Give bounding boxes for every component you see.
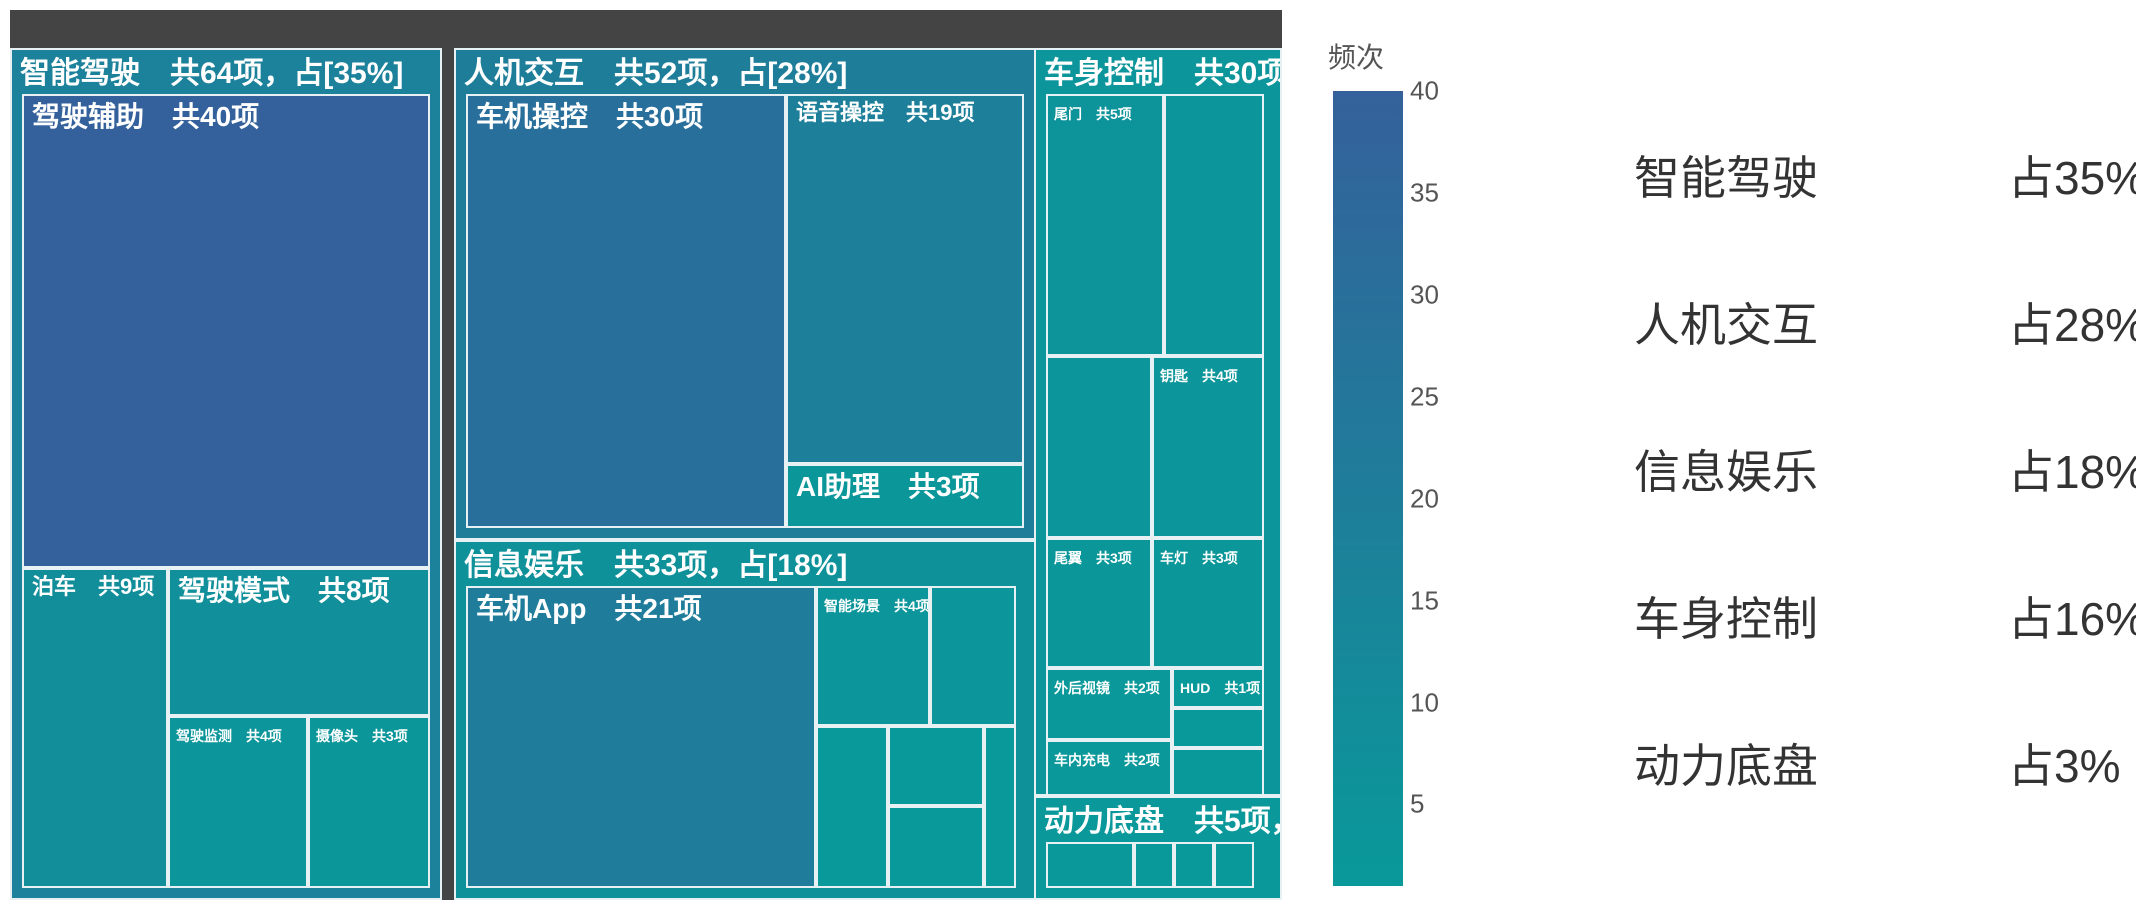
treemap-tile-label: 车身控制 共30项，占[16%] [1044, 56, 1282, 92]
treemap-leaf-tile: 尾翼 共3项 [1046, 538, 1152, 668]
treemap-leaf-tile [1134, 842, 1174, 888]
treemap-leaf-tile: 驾驶监测 共4项 [168, 716, 308, 888]
legend-category-name: 动力底盘 [1634, 730, 1818, 796]
colorbar-title: 频次 [1328, 36, 1384, 76]
colorbar-tick-label: 10 [1410, 687, 1439, 718]
legend-category-name: 人机交互 [1634, 289, 1818, 355]
treemap-leaf-tile [1046, 356, 1152, 538]
treemap-leaf-tile: 智能场景 共4项 [816, 586, 930, 726]
treemap-leaf-tile [1172, 748, 1264, 796]
treemap-leaf-tile: 摄像头 共3项 [308, 716, 430, 888]
treemap-leaf-tile [984, 726, 1016, 888]
treemap-leaf-tile: 车灯 共3项 [1152, 538, 1264, 668]
colorbar-tick-label: 35 [1410, 177, 1439, 208]
treemap-leaf-tile [1174, 842, 1214, 888]
legend-category-percent: 占16% [2008, 583, 2136, 649]
treemap-tile-label: HUD 共1项 [1180, 680, 1260, 697]
colorbar-tick-label: 30 [1410, 279, 1439, 310]
legend-category-percent: 占35% [2008, 142, 2136, 208]
treemap-leaf-tile: HUD 共1项 [1172, 668, 1264, 708]
treemap-leaf-tile [1164, 94, 1264, 356]
colorbar [1333, 91, 1403, 886]
treemap-leaf-tile: AI助理 共3项 [786, 464, 1024, 528]
treemap-tile-label: 钥匙 共4项 [1160, 368, 1238, 385]
treemap-leaf-tile [1046, 842, 1134, 888]
treemap-tile-label: 车内充电 共2项 [1054, 752, 1160, 769]
treemap-tile-label: 信息娱乐 共33项，占[18%] [464, 548, 847, 584]
treemap-leaf-tile: 泊车 共9项 [22, 568, 168, 888]
legend-category-percent: 占18% [2008, 436, 2136, 502]
treemap-tile-label: 外后视镜 共2项 [1054, 680, 1160, 697]
treemap-tile-label: AI助理 共3项 [796, 470, 980, 504]
treemap-tile-label: 摄像头 共3项 [316, 728, 408, 745]
treemap-tile-label: 智能场景 共4项 [824, 598, 930, 615]
treemap-tile-label: 尾门 共5项 [1054, 106, 1132, 123]
treemap-leaf-tile: 语音操控 共19项 [786, 94, 1024, 464]
legend-category-name: 智能驾驶 [1634, 142, 1818, 208]
treemap-leaf-tile: 车机操控 共30项 [466, 94, 786, 528]
legend-category-percent: 占3% [2008, 730, 2120, 796]
colorbar-tick-label: 25 [1410, 381, 1439, 412]
treemap-leaf-tile: 车机App 共21项 [466, 586, 816, 888]
treemap-tile-label: 车机App 共21项 [476, 592, 702, 626]
colorbar-tick-label: 15 [1410, 585, 1439, 616]
treemap-tile-label: 泊车 共9项 [32, 574, 154, 600]
colorbar-tick-label: 40 [1410, 76, 1439, 107]
treemap-leaf-tile [1214, 842, 1254, 888]
treemap-leaf-tile: 钥匙 共4项 [1152, 356, 1264, 538]
treemap-leaf-tile [888, 806, 984, 888]
treemap-tile-label: 驾驶辅助 共40项 [32, 100, 259, 134]
treemap-tile-label: 动力底盘 共5项，占[3%] [1044, 804, 1282, 840]
treemap-tile-label: 车机操控 共30项 [476, 100, 703, 134]
treemap-tile-label: 驾驶模式 共8项 [178, 574, 390, 608]
legend-category-name: 车身控制 [1634, 583, 1818, 649]
colorbar-tick-label: 20 [1410, 483, 1439, 514]
treemap-leaf-tile [816, 726, 888, 888]
treemap-leaf-tile [888, 726, 984, 806]
treemap: 智能驾驶 共64项，占[35%] 驾驶辅助 共40项泊车 共9项 驾驶模式 共8项驾… [10, 10, 1282, 900]
treemap-leaf-tile: 外后视镜 共2项 [1046, 668, 1172, 740]
legend-category-name: 信息娱乐 [1634, 436, 1818, 502]
treemap-leaf-tile: 车内充电 共2项 [1046, 740, 1172, 796]
treemap-tile-label: 人机交互 共52项，占[28%] [464, 56, 847, 92]
treemap-tile-label: 尾翼 共3项 [1054, 550, 1132, 567]
treemap-tile-label: 智能驾驶 共64项，占[35%] [20, 56, 403, 92]
treemap-leaf-tile: 驾驶辅助 共40项 [22, 94, 430, 568]
legend-category-percent: 占28% [2008, 289, 2136, 355]
colorbar-tick-label: 5 [1410, 789, 1424, 820]
treemap-leaf-tile [930, 586, 1016, 726]
treemap-leaf-tile: 驾驶模式 共8项 [168, 568, 430, 716]
treemap-tile-label: 驾驶监测 共4项 [176, 728, 282, 745]
treemap-tile-label: 车灯 共3项 [1160, 550, 1238, 567]
treemap-leaf-tile [1172, 708, 1264, 748]
treemap-tile-label: 语音操控 共19项 [796, 100, 974, 126]
treemap-leaf-tile: 尾门 共5项 [1046, 94, 1164, 356]
